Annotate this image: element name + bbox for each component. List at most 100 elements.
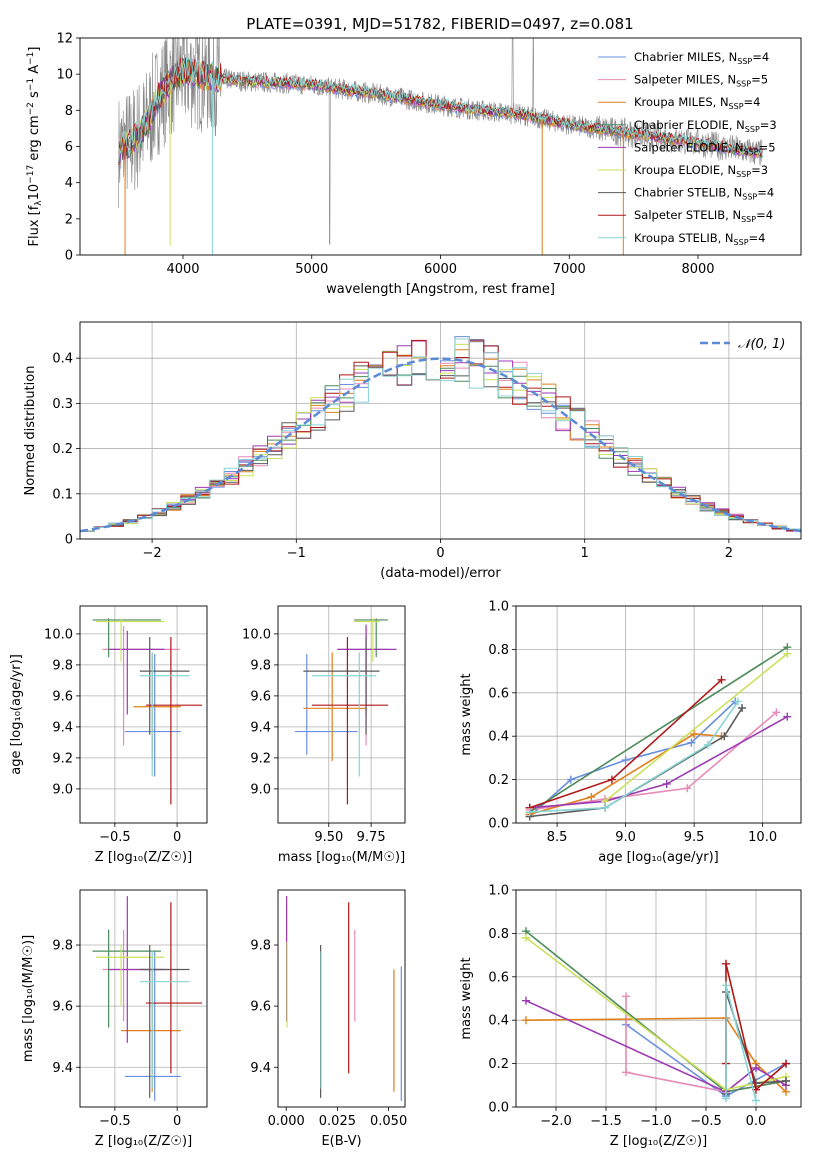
y-tick-label: 9.2: [52, 751, 73, 766]
data-point-marker: [782, 1059, 790, 1068]
y-tick-label: 0.2: [488, 773, 509, 788]
legend-label: Chabrier ELODIE, NSSP=3: [634, 118, 777, 134]
y-tick-label: 9.0: [52, 782, 73, 797]
y-tick-label: 0.8: [488, 643, 509, 658]
data-point-marker: [720, 732, 729, 741]
legend-label: Salpeter STELIB, NSSP=4: [634, 208, 773, 224]
mw_vs_age-frame: [515, 605, 802, 824]
mass_vs_Z-errorbars: [92, 896, 203, 1101]
y-tick-label: 10: [56, 68, 73, 83]
data-point-marker: [607, 775, 616, 784]
x-tick-label: 10.0: [748, 830, 777, 845]
data-point-marker: [587, 792, 596, 801]
y-axis-label: mass [log₁₀(M/M☉)]: [21, 935, 36, 1062]
x-tick-label: −2: [143, 546, 162, 561]
legend-label: 𝒩(0, 1): [738, 337, 785, 352]
y-tick-label: 9.0: [250, 782, 271, 797]
data-point-marker: [703, 740, 712, 749]
data-point-marker: [722, 981, 730, 990]
mw_vs_age-lines: [525, 643, 792, 821]
mass_vs_Z-frame: [79, 889, 208, 1108]
x-tick-label: −1.5: [590, 1114, 622, 1129]
age_vs_Z-frame: [79, 605, 208, 824]
age_vs_Z-axes: −0.5 0 9.0 9.2 9.4 9.6 9.8 10.0 Z [log₁₀(Z/Z☉)] a…: [9, 606, 207, 865]
data-point-marker: [601, 803, 610, 812]
x-tick-label: 9.0: [615, 830, 636, 845]
x-tick-label: −0.5: [690, 1114, 722, 1129]
histogram-step: [80, 338, 801, 532]
data-point-marker: [522, 933, 530, 942]
y-tick-label: 0: [65, 533, 73, 548]
y-tick-label: 9.2: [250, 751, 271, 766]
x-tick-label: −1: [287, 546, 306, 561]
data-point-marker: [687, 738, 696, 747]
mass-weight-line: [529, 716, 788, 809]
y-tick-label: 10.0: [44, 627, 73, 642]
data-point-marker: [783, 712, 792, 721]
mass_vs_Z-axes: −0.5 0 9.4 9.6 9.8 Z [log₁₀(Z/Z☉)] mass [log₁₀…: [21, 890, 207, 1149]
x-axis-label: E(B-V): [321, 1134, 361, 1149]
y-axis-label: age [log₁₀(age/yr)]: [9, 654, 24, 775]
y-tick-label: 9.8: [52, 658, 73, 673]
x-tick-label: 0.0: [746, 1114, 767, 1129]
mass_vs_ebv-frame: [277, 889, 406, 1108]
x-axis-label: wavelength [Angstrom, rest frame]: [326, 282, 555, 297]
residuals-legend: 𝒩(0, 1): [700, 337, 785, 352]
y-tick-label: 0: [65, 249, 73, 264]
x-tick-label: −1.0: [640, 1114, 672, 1129]
mw_vs_Z-frame: [515, 889, 802, 1108]
y-tick-label: 0.6: [488, 970, 509, 985]
legend-label: Salpeter MILES, NSSP=5: [634, 73, 768, 89]
x-tick-label: 2: [725, 546, 733, 561]
x-tick-label: 0.025: [319, 1114, 356, 1129]
mass_vs_ebv-errorbars: [286, 896, 402, 1101]
x-tick-label: 8.5: [547, 830, 568, 845]
x-tick-label: 9.75: [357, 830, 386, 845]
y-tick-label: 0.1: [52, 487, 73, 502]
age_vs_mass-errorbars: [294, 618, 397, 805]
mass-weight-line: [604, 653, 788, 802]
x-axis-label: Z [log₁₀(Z/Z☉)]: [95, 850, 192, 865]
y-tick-label: 0.2: [488, 1057, 509, 1072]
y-tick-label: 0.4: [488, 1014, 509, 1029]
y-tick-label: 9.6: [52, 1000, 73, 1015]
data-point-marker: [621, 756, 630, 765]
y-axis-label: Normed distribution: [23, 366, 38, 496]
y-tick-label: 0.4: [52, 352, 73, 367]
figure-title: PLATE=0391, MJD=51782, FIBERID=0497, z=0…: [246, 15, 633, 33]
data-point-marker: [722, 1094, 730, 1103]
x-tick-label: 7000: [553, 262, 586, 277]
age_vs_Z-errorbars: [92, 618, 203, 805]
x-tick-label: 4000: [166, 262, 199, 277]
x-tick-label: 1: [581, 546, 589, 561]
x-tick-label: −0.5: [99, 830, 131, 845]
histogram-step: [80, 351, 801, 532]
x-tick-label: 8000: [681, 262, 714, 277]
spectrum-frame: [79, 37, 802, 256]
y-axis-label: mass weight: [459, 957, 474, 1039]
mw_vs_Z-axes: −2.0 −1.5 −1.0 −0.5 0.0 0.0 0.2 0.4 0.6 0.8 1.0 Z […: [459, 884, 801, 1149]
y-tick-label: 9.4: [52, 1061, 73, 1076]
x-tick-label: 0.050: [370, 1114, 407, 1129]
data-point-marker: [522, 1016, 530, 1025]
data-point-marker: [733, 697, 742, 706]
histogram-step: [80, 339, 801, 532]
y-tick-label: 9.6: [52, 689, 73, 704]
data-point-marker: [782, 1076, 790, 1085]
data-point-marker: [752, 1096, 760, 1105]
data-point-marker: [525, 808, 534, 817]
data-point-marker: [772, 708, 781, 717]
x-tick-label: 5000: [295, 262, 328, 277]
y-tick-label: 9.8: [52, 939, 73, 954]
legend-label: Chabrier MILES, NSSP=4: [634, 50, 769, 66]
spectrum-axes: 4000 5000 6000 7000 8000 0 2 4 6 8 10 12 wavelength …: [26, 32, 715, 298]
spectrum-legend: Chabrier MILES, NSSP=4 Salpeter MILES, NS…: [598, 50, 777, 247]
x-tick-label: 0: [436, 546, 444, 561]
x-tick-label: 9.50: [314, 830, 343, 845]
y-tick-label: 9.4: [250, 1061, 271, 1076]
y-tick-label: 1.0: [488, 600, 509, 615]
data-point-marker: [683, 784, 692, 793]
x-axis-label: Z [log₁₀(Z/Z☉)]: [610, 1134, 707, 1149]
legend-label: Salpeter ELODIE, NSSP=5: [634, 140, 776, 156]
